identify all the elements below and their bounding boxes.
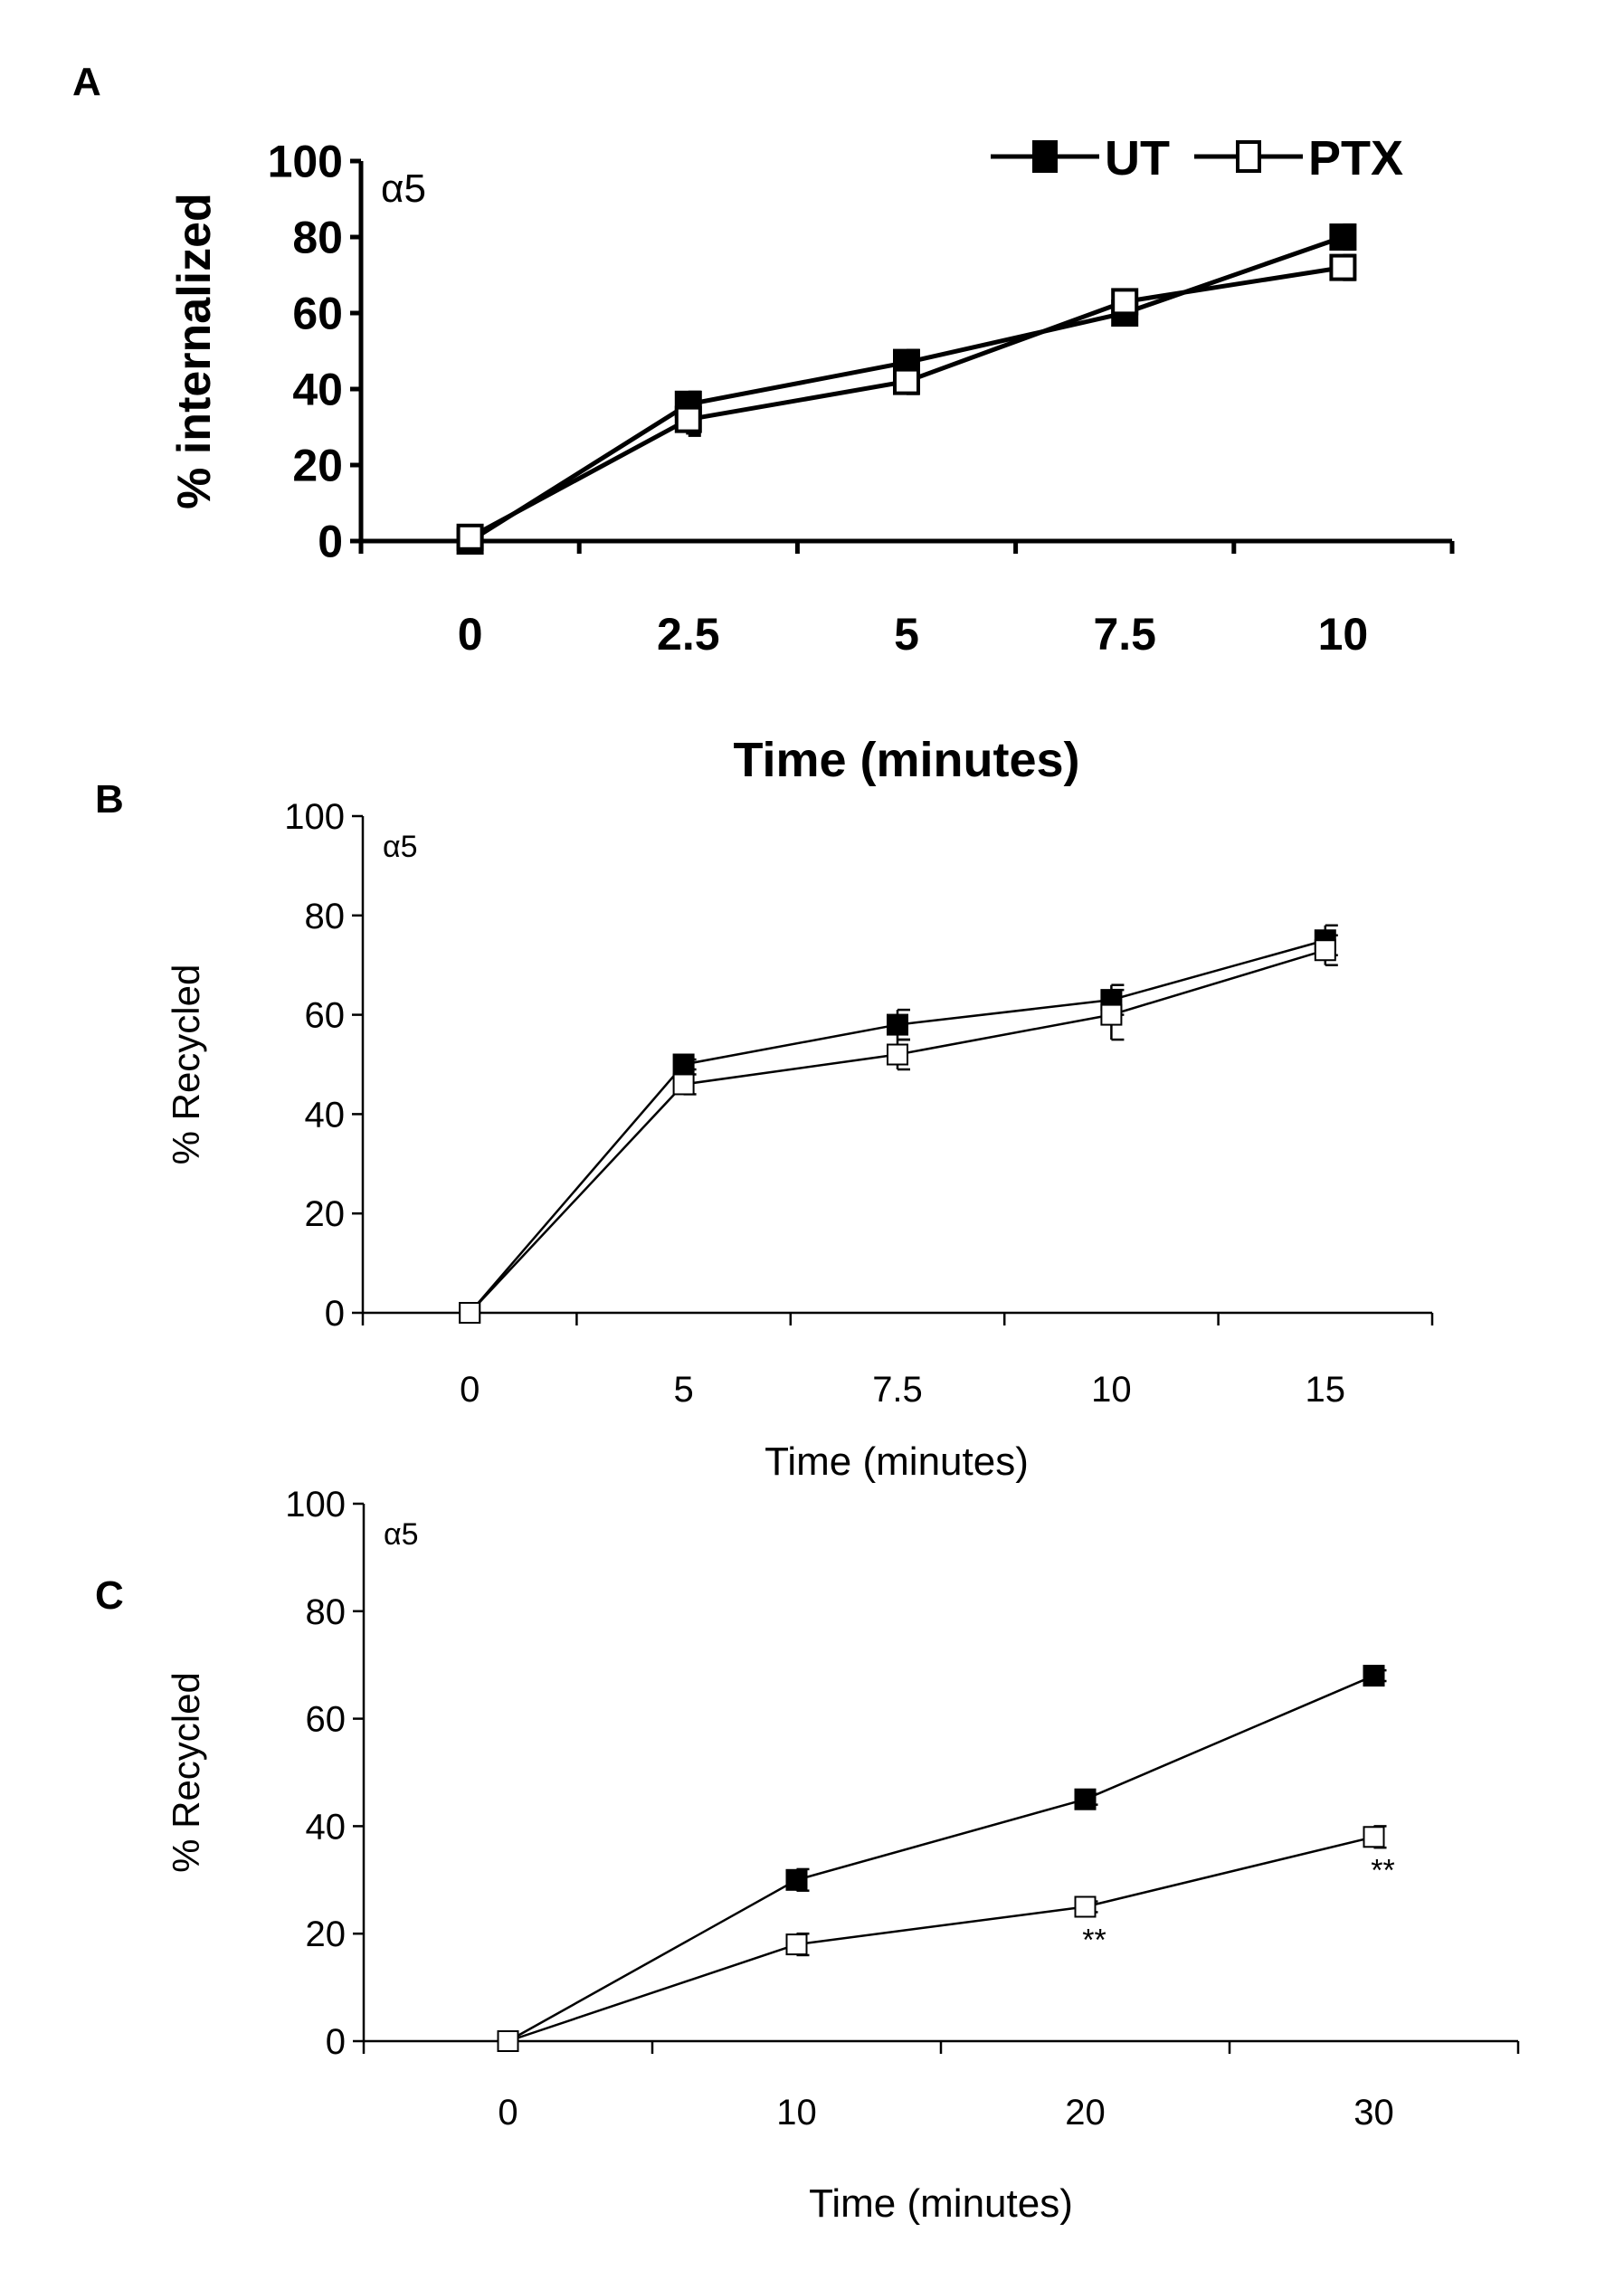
- x-tick-label: 20: [1065, 2093, 1106, 2133]
- y-tick-label: 100: [284, 797, 345, 837]
- y-tick-label: 80: [306, 1592, 347, 1632]
- panel-a: 0 20 40 60 80 100 0 2.5 5 7.5 10 Time (minutes) % in…: [168, 131, 1455, 787]
- significance-marker: **: [1371, 1853, 1394, 1887]
- alpha5-annotation: α5: [381, 166, 426, 211]
- y-axis-title: % Recycled: [165, 964, 207, 1165]
- x-tick-label: 0: [460, 1370, 480, 1410]
- panel-b: 0 20 40 60 80 100 0 5 7.5 10 15 Time (minutes) % Rec…: [165, 797, 1434, 1484]
- data-point-ptx: [1363, 1826, 1385, 1848]
- y-tick-label: 0: [318, 517, 343, 567]
- y-tick-label: 80: [305, 897, 346, 936]
- data-point-ptx: [456, 523, 484, 551]
- data-point-ptx: [1074, 1895, 1097, 1918]
- data-point-ptx: [1111, 288, 1139, 316]
- y-tick-label: 40: [292, 365, 343, 415]
- panel-c: 0 20 40 60 80 100 0 10 20 30 Time (minutes) % Recyc…: [165, 1485, 1520, 2226]
- data-point-ptx: [497, 2030, 519, 2052]
- data-point-ut: [1329, 223, 1357, 251]
- x-tick-label: 10: [1318, 609, 1369, 660]
- y-tick-label: 0: [325, 1294, 345, 1334]
- x-tick-label: 10: [776, 2093, 817, 2133]
- x-axis-title: Time (minutes): [809, 2181, 1073, 2226]
- alpha5-annotation: α5: [383, 830, 418, 864]
- y-tick-label: 20: [306, 1914, 347, 1954]
- x-tick-label: 30: [1353, 2093, 1394, 2133]
- y-tick-label: 80: [292, 213, 343, 263]
- x-tick-label: 7.5: [872, 1370, 923, 1410]
- y-tick-label: 60: [306, 1700, 347, 1740]
- legend-label: PTX: [1308, 131, 1403, 185]
- legend-marker: [1236, 140, 1261, 173]
- data-point-ut: [1074, 1788, 1097, 1810]
- y-tick-label: 60: [305, 996, 346, 1036]
- x-axis-title: Time (minutes): [765, 1439, 1029, 1484]
- data-point-ut: [672, 1053, 695, 1076]
- data-point-ptx: [674, 405, 702, 433]
- y-tick-label: 0: [326, 2022, 346, 2062]
- alpha5-annotation: α5: [384, 1517, 419, 1552]
- legend-label: UT: [1105, 131, 1170, 185]
- y-axis-title: % Recycled: [165, 1672, 207, 1873]
- data-point-ptx: [459, 1302, 481, 1324]
- y-axis-title: % internalized: [168, 193, 221, 509]
- y-tick-label: 40: [306, 1807, 347, 1847]
- legend-marker: [1032, 140, 1058, 173]
- series-line-ptx: [469, 949, 1326, 1314]
- data-point-ptx: [785, 1933, 808, 1956]
- data-point-ptx: [1314, 939, 1336, 962]
- data-point-ut: [887, 1013, 908, 1036]
- series-line-ptx: [469, 265, 1344, 539]
- x-tick-label: 0: [498, 2093, 518, 2133]
- series-line-ut: [507, 1674, 1374, 2043]
- data-point-ptx: [887, 1043, 908, 1066]
- y-tick-label: 100: [285, 1485, 346, 1525]
- significance-marker: **: [1082, 1924, 1106, 1958]
- y-tick-label: 20: [292, 441, 343, 491]
- data-point-ptx: [672, 1073, 695, 1096]
- panel-label-c: C: [95, 1573, 124, 1618]
- x-tick-label: 5: [894, 609, 919, 660]
- y-tick-label: 100: [268, 137, 343, 187]
- data-point-ptx: [1329, 253, 1357, 281]
- data-point-ut: [1363, 1665, 1385, 1687]
- data-point-ptx: [1100, 1003, 1123, 1026]
- x-tick-label: 7.5: [1093, 609, 1156, 660]
- series-line-ptx: [508, 1836, 1374, 2043]
- panel-label-b: B: [95, 777, 124, 822]
- x-tick-label: 0: [458, 609, 483, 660]
- x-axis-title: Time (minutes): [733, 733, 1079, 787]
- panel-label-a: A: [72, 60, 101, 104]
- data-point-ut: [785, 1868, 808, 1891]
- data-point-ptx: [893, 367, 920, 395]
- y-tick-label: 40: [305, 1095, 346, 1135]
- series-line-ut: [469, 939, 1326, 1314]
- y-tick-label: 60: [292, 289, 343, 339]
- x-tick-label: 10: [1091, 1370, 1132, 1410]
- x-tick-label: 15: [1306, 1370, 1346, 1410]
- y-tick-label: 20: [305, 1194, 346, 1234]
- x-tick-label: 2.5: [657, 609, 720, 660]
- x-tick-label: 5: [673, 1370, 693, 1410]
